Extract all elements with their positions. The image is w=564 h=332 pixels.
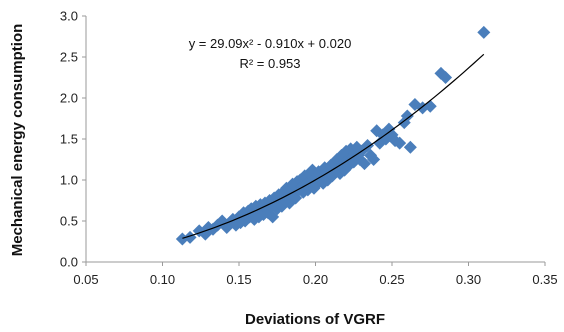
y-tick-label: 2.5 bbox=[60, 50, 78, 65]
x-tick-label: 0.15 bbox=[226, 272, 251, 287]
x-tick-label: 0.10 bbox=[150, 272, 175, 287]
trendline-equation: y = 29.09x² - 0.910x + 0.020 bbox=[189, 36, 352, 51]
data-point bbox=[367, 153, 381, 166]
data-points bbox=[175, 25, 491, 246]
data-point bbox=[393, 136, 407, 150]
y-tick-label: 2.0 bbox=[60, 91, 78, 106]
x-tick-label: 0.05 bbox=[73, 272, 98, 287]
y-tick-label: 3.0 bbox=[60, 9, 78, 24]
y-tick-label: 1.5 bbox=[60, 132, 78, 147]
data-point bbox=[403, 140, 417, 154]
data-point bbox=[183, 230, 197, 244]
y-tick-label: 0.0 bbox=[60, 255, 78, 270]
y-axis-title: Mechanical energy consumption bbox=[9, 24, 26, 257]
y-axis-ticks: 0.0 0.5 1.0 1.5 2.0 2.5 3.0 bbox=[60, 9, 86, 270]
data-point bbox=[400, 109, 414, 123]
trendline bbox=[182, 53, 485, 239]
data-point bbox=[477, 25, 491, 39]
data-point bbox=[439, 71, 453, 84]
x-tick-label: 0.35 bbox=[532, 272, 557, 287]
x-tick-label: 0.30 bbox=[456, 272, 481, 287]
y-tick-label: 1.0 bbox=[60, 173, 78, 188]
x-tick-label: 0.25 bbox=[379, 272, 404, 287]
y-tick-label: 0.5 bbox=[60, 214, 78, 229]
x-axis-title: Deviations of VGRF bbox=[245, 311, 385, 328]
trendline-r-squared: R² = 0.953 bbox=[239, 56, 300, 71]
data-point bbox=[357, 157, 371, 171]
x-axis-ticks: 0.05 0.10 0.15 0.20 0.25 0.30 0.35 bbox=[73, 262, 558, 287]
x-tick-label: 0.20 bbox=[303, 272, 328, 287]
